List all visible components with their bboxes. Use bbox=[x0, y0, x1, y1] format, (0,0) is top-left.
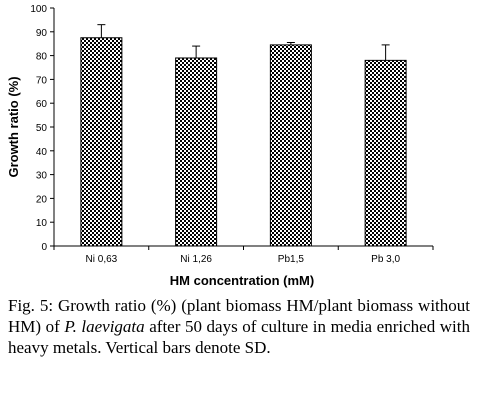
x-tick-label: Ni 1,26 bbox=[180, 254, 212, 265]
bar bbox=[175, 57, 218, 247]
caption-suffix: after 50 days of culture in media enrich… bbox=[8, 317, 470, 357]
caption-species: P. laevigata bbox=[64, 317, 145, 336]
bar bbox=[269, 44, 312, 247]
x-axis-label: HM concentration (mM) bbox=[170, 273, 314, 288]
x-tick-label: Ni 0,63 bbox=[86, 254, 118, 265]
y-tick-label: 50 bbox=[36, 123, 48, 134]
bar bbox=[80, 37, 123, 247]
growth-ratio-bar-chart: 0 10 20 30 40 50 60 70 80 90 100 Ni 0,63 Ni 1,26 Pb1,… bbox=[6, 4, 434, 288]
x-tick-label: Pb 3,0 bbox=[371, 254, 400, 265]
y-tick-label: 90 bbox=[36, 28, 48, 39]
y-tick-label: 70 bbox=[36, 75, 48, 86]
axes: 0 10 20 30 40 50 60 70 80 90 100 Ni 0,63 Ni 1,26 Pb1,… bbox=[30, 4, 434, 265]
bar bbox=[364, 59, 407, 247]
error-bars-layer bbox=[97, 24, 390, 61]
x-tick-label: Pb1,5 bbox=[278, 254, 305, 265]
y-axis-label: Growth ratio (%) bbox=[6, 76, 21, 177]
y-tick-label: 20 bbox=[36, 194, 48, 205]
y-tick-label: 80 bbox=[36, 52, 48, 63]
bars-layer bbox=[80, 37, 407, 247]
y-tick-label: 100 bbox=[30, 4, 47, 15]
y-tick-label: 40 bbox=[36, 147, 48, 158]
y-tick-label: 60 bbox=[36, 99, 48, 110]
y-tick-label: 0 bbox=[41, 242, 47, 253]
y-tick-label: 10 bbox=[36, 218, 48, 229]
y-tick-label: 30 bbox=[36, 171, 48, 182]
figure-caption: Fig. 5: Growth ratio (%) (plant biomass … bbox=[8, 295, 470, 358]
caption-prefix: Fig. 5: Growth ratio (%) (plant biomass … bbox=[8, 296, 470, 336]
